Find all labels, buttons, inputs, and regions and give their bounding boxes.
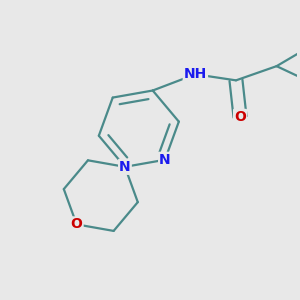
Text: N: N <box>119 160 131 174</box>
Text: NH: NH <box>184 67 207 81</box>
Text: O: O <box>71 218 82 231</box>
Text: O: O <box>234 110 246 124</box>
Text: N: N <box>159 153 171 167</box>
